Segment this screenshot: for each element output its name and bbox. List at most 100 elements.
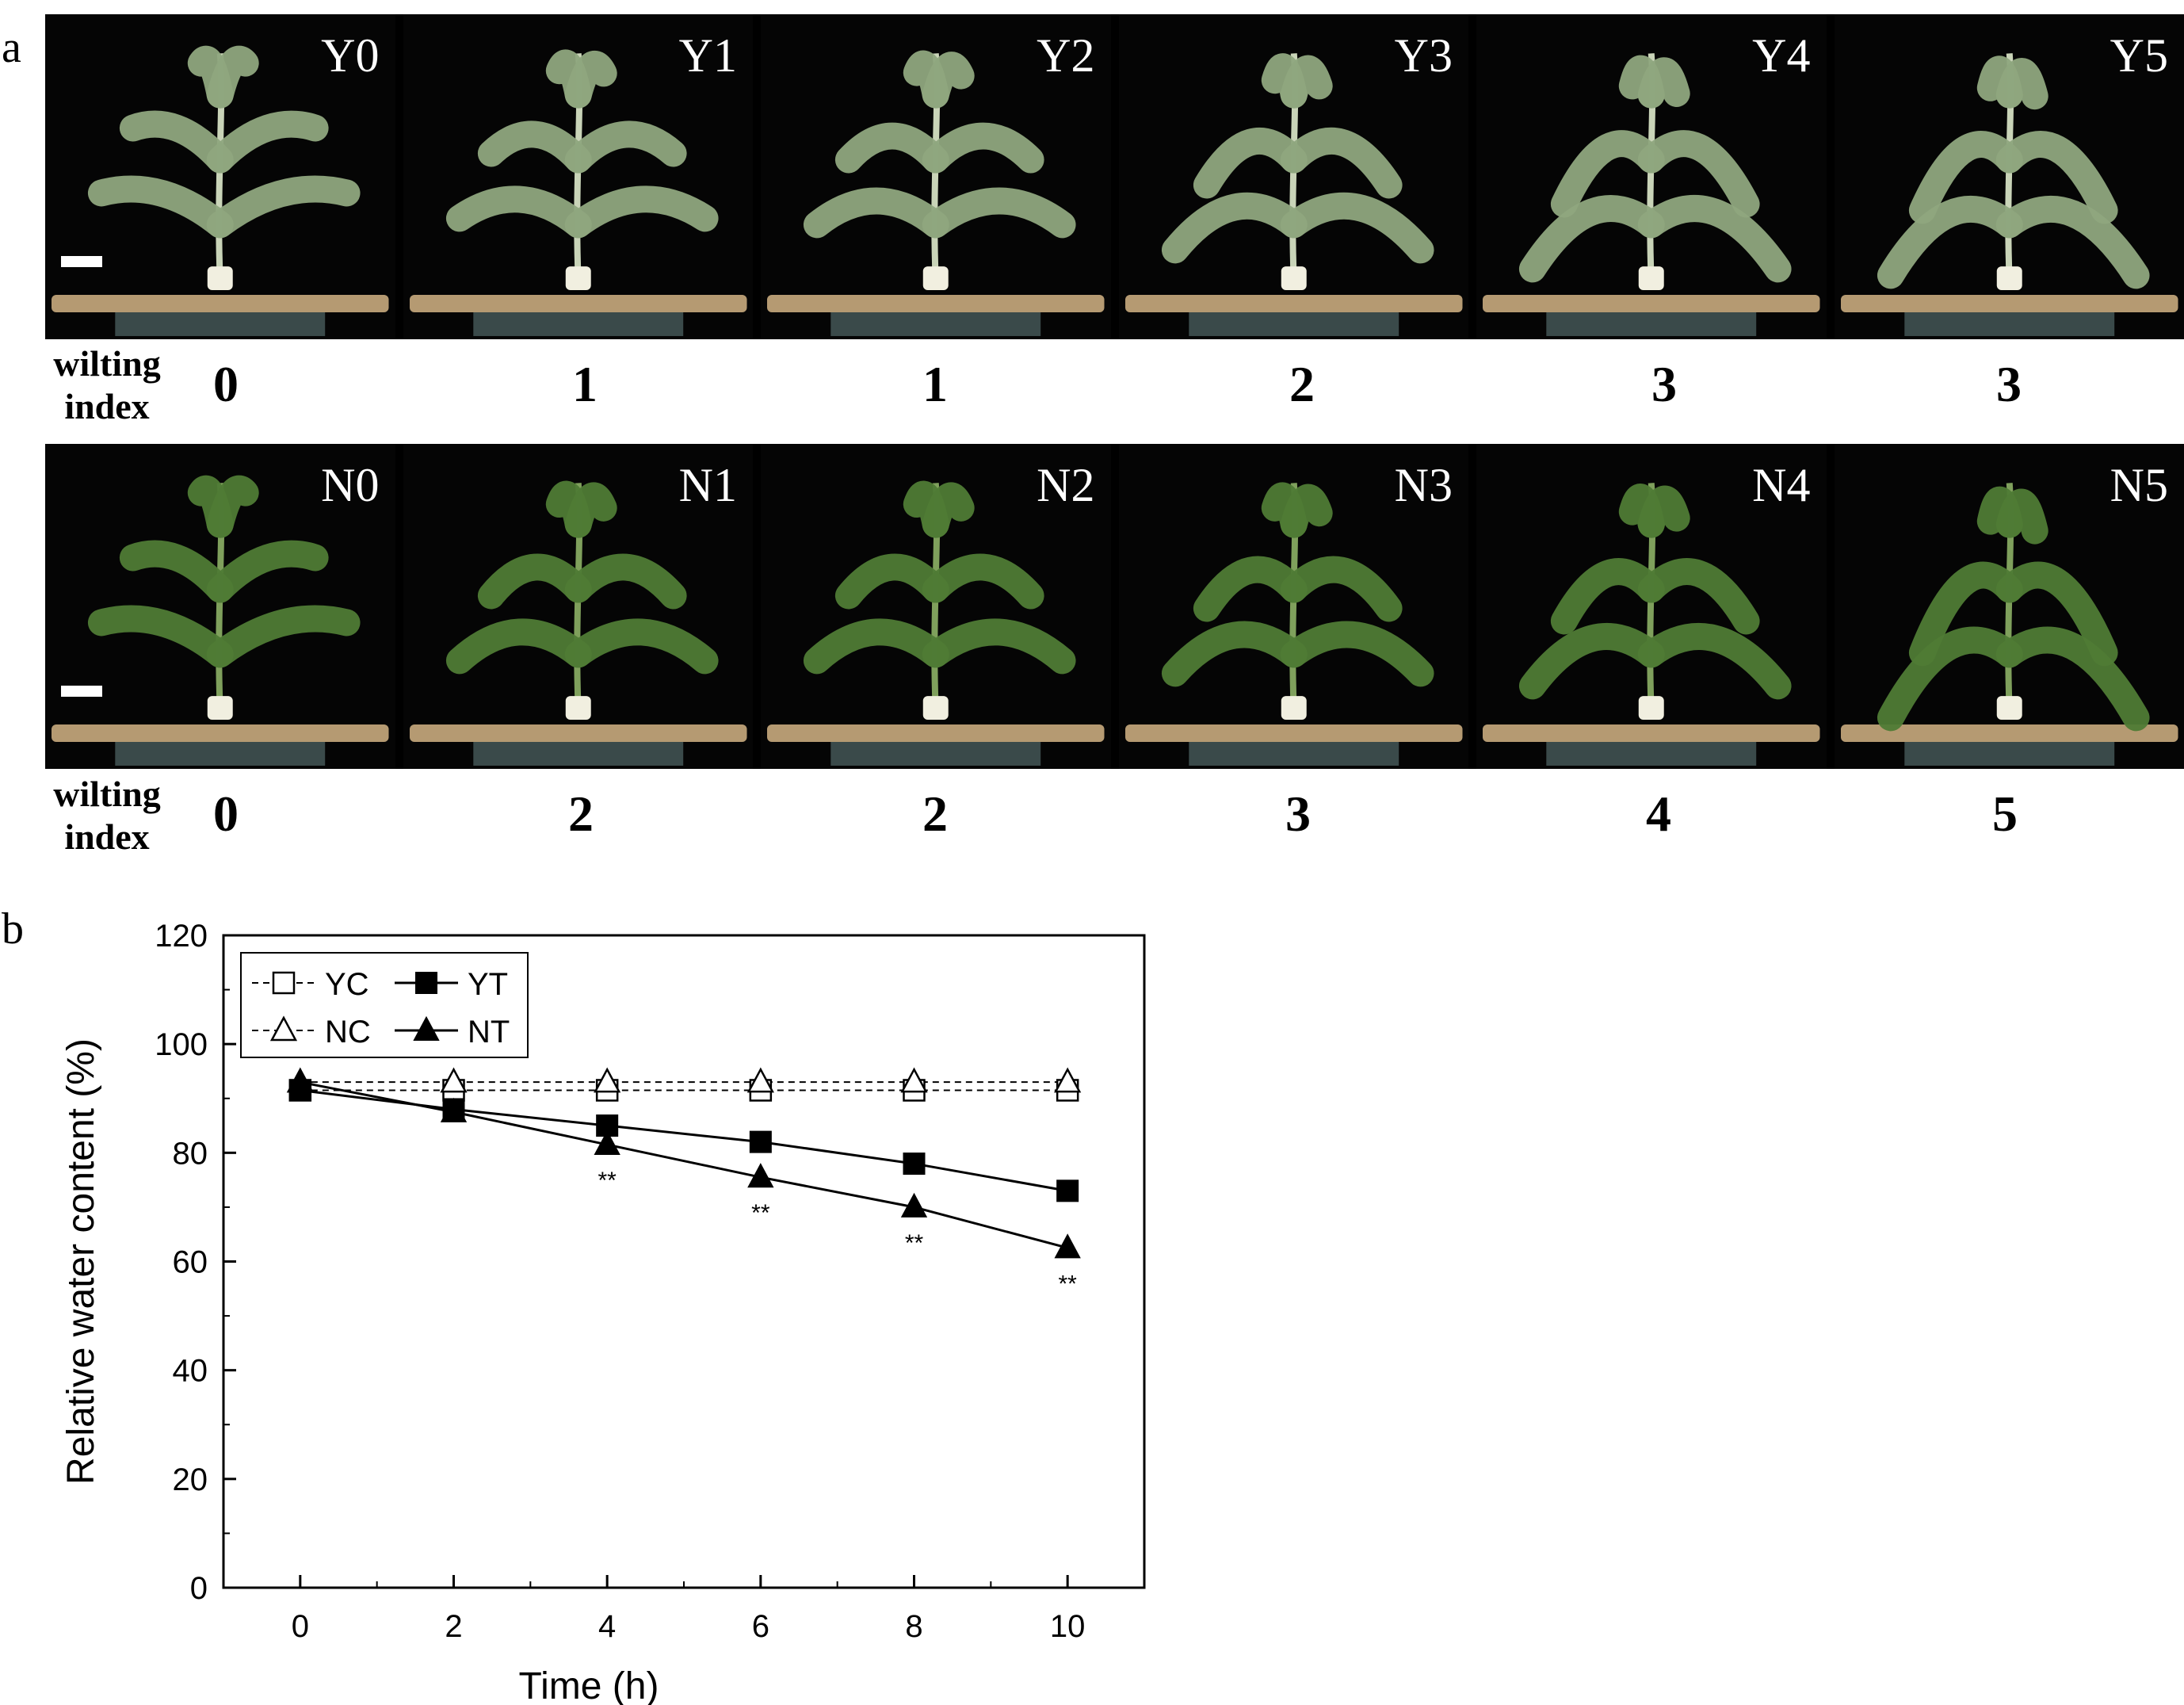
wilting-index-value: 3 <box>1285 786 1311 842</box>
leaf <box>1161 621 1308 687</box>
y-tick-label: 20 <box>173 1462 208 1497</box>
leaf <box>1280 55 1333 109</box>
legend-marker <box>269 1015 298 1042</box>
data-point-yt <box>749 1130 772 1153</box>
leaf <box>922 122 1044 174</box>
plant-photo: N4 <box>1476 444 1827 769</box>
legend-marker <box>272 971 296 995</box>
photo-strip-n: N0 N1 N2 N3 N4 N5 <box>45 444 2184 769</box>
leaf <box>922 187 1076 239</box>
board <box>1840 295 2178 313</box>
plant-photo: Y4 <box>1476 14 1827 339</box>
beaker <box>1188 312 1399 336</box>
leaf <box>1637 195 1792 283</box>
leaf <box>922 483 975 538</box>
y-tick-label: 80 <box>173 1136 208 1171</box>
board <box>766 295 1105 313</box>
photo-label: Y4 <box>1752 29 1811 82</box>
data-point-nt <box>747 1163 774 1188</box>
wilting-index-header-line: wilting <box>53 343 161 384</box>
legend-label: NC <box>325 1015 371 1049</box>
plug <box>1281 266 1307 291</box>
leaf <box>1908 561 2023 667</box>
plant-photo: N0 <box>45 444 395 769</box>
leaf <box>1995 626 2150 732</box>
leaf <box>1280 192 1434 264</box>
plant-photo: Y1 <box>403 14 753 339</box>
panel-b-label: b <box>2 904 24 954</box>
legend-marker <box>415 972 437 994</box>
plant-photo: N1 <box>403 444 753 769</box>
leaf <box>1637 57 1690 109</box>
leaf <box>1637 130 1760 218</box>
photo-label: N4 <box>1752 459 1811 511</box>
leaf <box>1995 131 2118 224</box>
leaf <box>206 540 329 603</box>
leaf <box>87 175 234 239</box>
x-tick-label: 2 <box>445 1609 462 1644</box>
data-point-nc <box>1054 1067 1082 1093</box>
leaf <box>803 618 949 675</box>
x-axis-title: Time (h) <box>519 1665 659 1705</box>
wilting-index-value: 2 <box>922 786 948 842</box>
leaf <box>1908 131 2023 224</box>
wilting-index-value: 3 <box>1996 356 2022 412</box>
plant-photo: Y3 <box>1118 14 1468 339</box>
plant-photo: Y2 <box>761 14 1111 339</box>
leaf <box>477 553 592 610</box>
beaker <box>1546 312 1757 336</box>
plant-photo: Y5 <box>1834 14 2184 339</box>
board <box>51 724 389 743</box>
wilting-index-value: 1 <box>572 356 598 412</box>
beaker <box>1188 742 1399 766</box>
beaker <box>830 312 1041 336</box>
board <box>409 724 747 743</box>
photo-label: Y5 <box>2110 29 2168 82</box>
leaf <box>803 187 949 239</box>
data-point-yt <box>1056 1179 1079 1202</box>
beaker <box>1546 742 1757 766</box>
leaf <box>1280 128 1403 199</box>
leaf <box>1995 488 2048 545</box>
plant-illustration <box>766 480 1105 766</box>
legend-marker <box>413 1015 440 1041</box>
wilting-index-value: 0 <box>213 356 239 412</box>
scale-bar <box>61 256 102 267</box>
leaf <box>1995 561 2118 667</box>
plug <box>565 696 591 721</box>
legend-label: YC <box>325 967 369 1002</box>
y-tick-label: 0 <box>190 1571 208 1606</box>
plant-illustration <box>1840 483 2178 766</box>
photo-label: N0 <box>321 459 380 511</box>
leaf <box>564 553 687 610</box>
significance-mark: ** <box>598 1168 617 1194</box>
leaf <box>1550 558 1665 635</box>
wilting-index-header: wilting index <box>44 342 170 428</box>
photo-label: N5 <box>2110 459 2168 511</box>
photo-label: N1 <box>678 459 737 511</box>
wilting-index-header-line: index <box>64 816 150 857</box>
board <box>766 724 1105 743</box>
leaf <box>477 120 592 174</box>
leaf <box>564 483 617 538</box>
y-axis-title: Relative water content (%) <box>60 1038 102 1485</box>
data-point-nt <box>594 1130 620 1156</box>
leaf <box>206 45 259 109</box>
leaf <box>922 553 1044 610</box>
leaf <box>445 618 592 675</box>
plant-illustration <box>51 45 389 336</box>
plant-photo: N2 <box>761 444 1111 769</box>
board <box>1124 295 1463 313</box>
plug <box>1996 696 2022 721</box>
leaf <box>445 185 592 239</box>
significance-mark: ** <box>751 1200 770 1226</box>
panel-a-label: a <box>2 23 21 72</box>
leaf <box>87 605 234 668</box>
beaker <box>115 312 326 336</box>
wilting-index-value: 1 <box>922 356 948 412</box>
wilting-index-value: 0 <box>213 786 239 842</box>
data-point-nc <box>900 1067 928 1093</box>
leaf <box>564 618 719 675</box>
data-point-nc <box>440 1067 468 1093</box>
wilting-index-header-line: wilting <box>53 774 161 814</box>
